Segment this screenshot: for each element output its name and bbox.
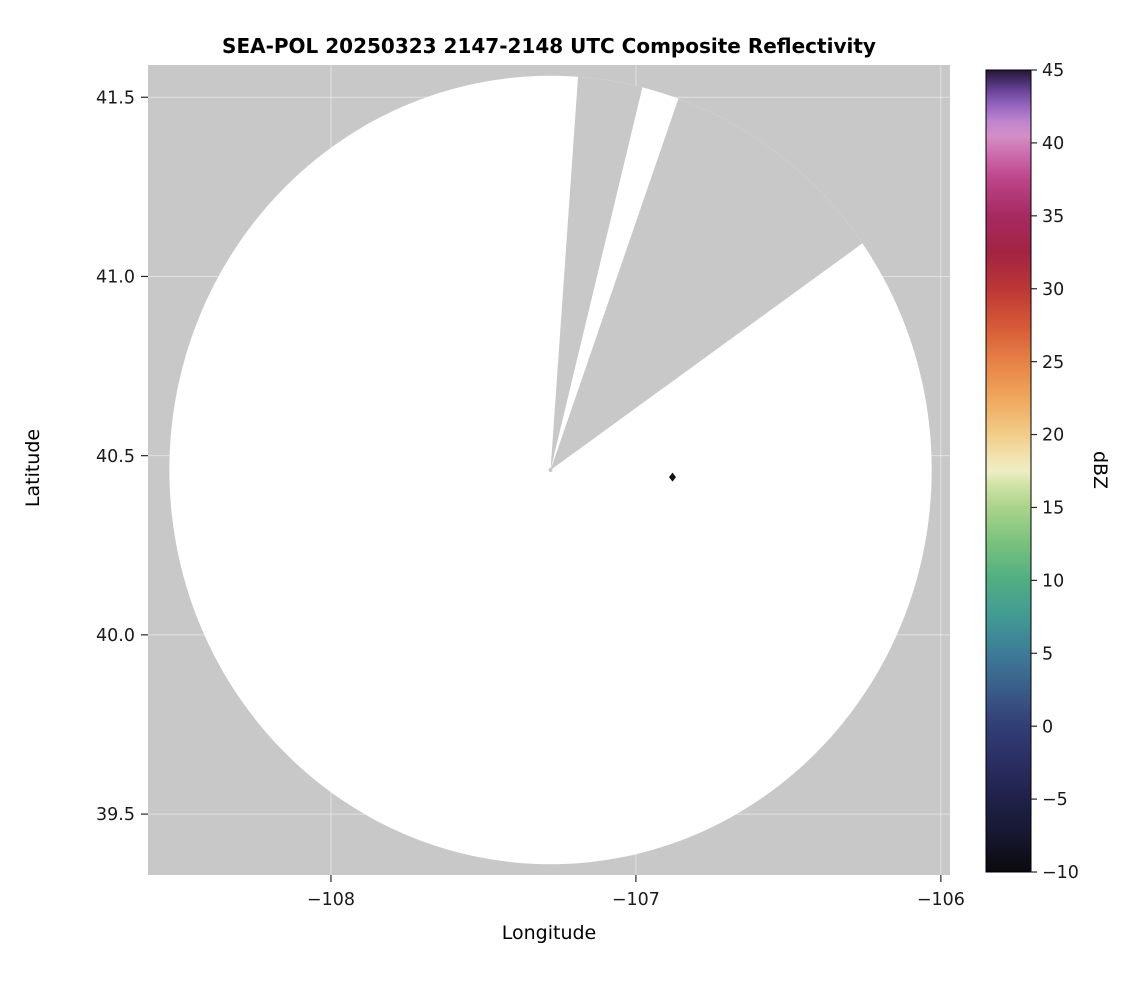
colorbar-tick-label: 40 <box>1042 134 1064 154</box>
colorbar-tick-label: 30 <box>1042 280 1064 300</box>
blocked-sector-group <box>550 75 932 470</box>
y-tick-label: 40.0 <box>96 626 135 646</box>
blocked-sector <box>550 75 781 470</box>
colorbar-label: dBZ <box>1089 450 1111 490</box>
radar-site-mark <box>548 468 553 472</box>
colorbar-tick-label: 5 <box>1042 644 1053 664</box>
colorbar-tick-label: 0 <box>1042 717 1053 737</box>
blocked-sector <box>550 75 932 470</box>
y-tick-label: 41.5 <box>96 88 135 108</box>
colorbar-tick-label: −10 <box>1042 863 1079 883</box>
colorbar-tick-label: 10 <box>1042 571 1064 591</box>
y-tick-label: 41.0 <box>96 268 135 288</box>
colorbar-tick-label: 20 <box>1042 426 1064 446</box>
reflectivity-echo <box>669 472 677 482</box>
x-tick-label: −107 <box>612 890 660 910</box>
colorbar <box>985 69 1032 873</box>
x-axis-label: Longitude <box>501 922 597 944</box>
y-axis-label: Latitude <box>22 428 44 508</box>
x-tick-label: −106 <box>917 890 965 910</box>
colorbar-tick-label: 35 <box>1042 207 1064 227</box>
colorbar-tick-label: 15 <box>1042 499 1064 519</box>
x-tick-label: −108 <box>307 890 355 910</box>
colorbar-tick-label: 25 <box>1042 353 1064 373</box>
chart-title: SEA-POL 20250323 2147-2148 UTC Composite… <box>222 34 876 58</box>
y-tick-label: 40.5 <box>96 447 135 467</box>
colorbar-tick-label: 45 <box>1042 61 1064 81</box>
colorbar-tick-label: −5 <box>1042 790 1068 810</box>
y-tick-label: 39.5 <box>96 805 135 825</box>
